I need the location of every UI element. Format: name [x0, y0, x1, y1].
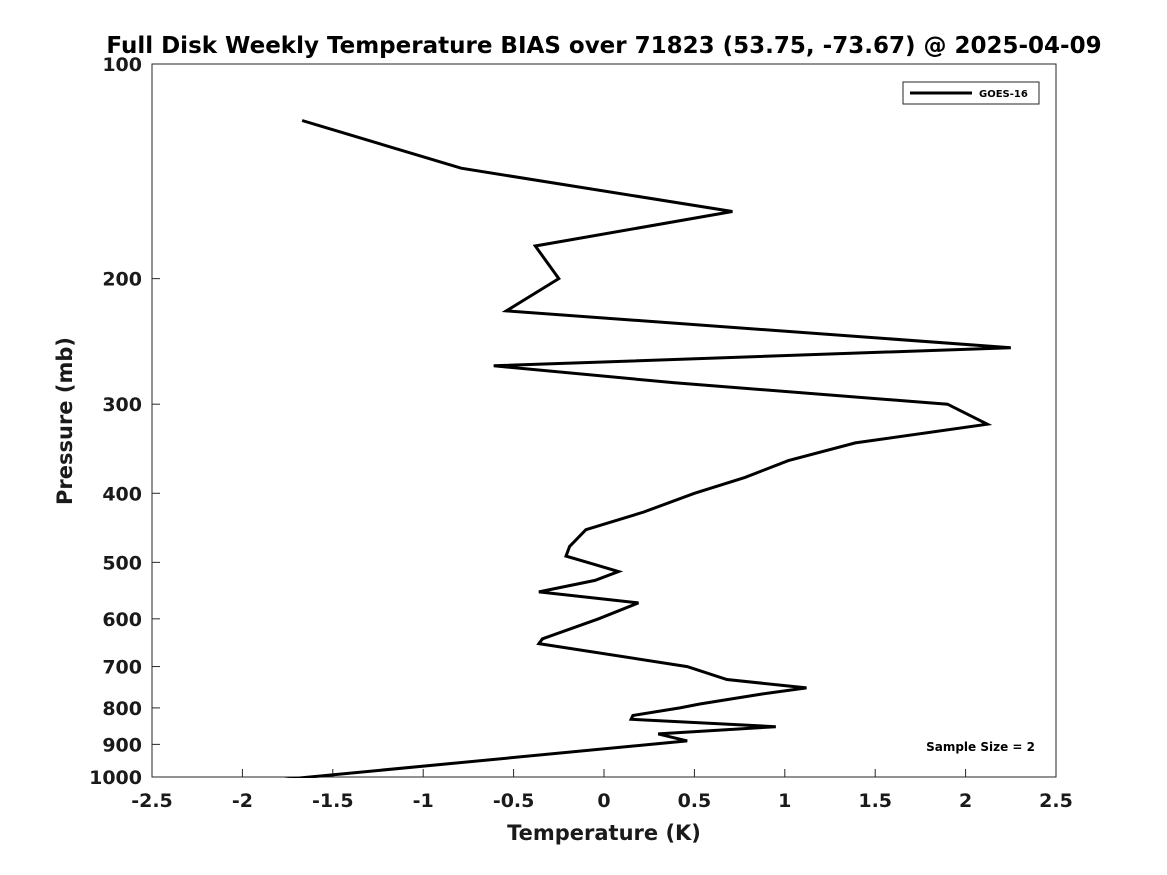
y-tick-label: 400 — [102, 483, 142, 505]
y-tick-label: 100 — [102, 54, 142, 76]
series-layer — [283, 119, 1011, 778]
sample-size-annotation: Sample Size = 2 — [926, 740, 1035, 754]
y-tick-label: 900 — [102, 734, 142, 756]
y-tick-label: 600 — [102, 609, 142, 631]
x-tick-label: -1 — [413, 790, 434, 812]
y-tick-label: 800 — [102, 698, 142, 720]
y-tick-label: 500 — [102, 552, 142, 574]
chart-title: Full Disk Weekly Temperature BIAS over 7… — [106, 33, 1101, 59]
plot-area-frame — [151, 63, 1057, 778]
y-tick-label: 700 — [102, 657, 142, 679]
y-tick-label: 300 — [102, 394, 142, 416]
x-tick-label: 2.5 — [1039, 790, 1073, 812]
x-tick-label: 2 — [959, 790, 972, 812]
x-tick-label: -0.5 — [493, 790, 535, 812]
x-tick-label: -2 — [232, 790, 253, 812]
x-tick-label: 0 — [597, 790, 610, 812]
y-tick-label: 200 — [102, 269, 142, 291]
series-line-goes-16 — [283, 119, 1011, 778]
x-tick-label: 0.5 — [678, 790, 712, 812]
y-tick-label: 1000 — [89, 767, 142, 789]
legend-label-goes-16: GOES-16 — [979, 89, 1028, 100]
x-tick-label: 1 — [778, 790, 791, 812]
y-axis-label: Pressure (mb) — [53, 337, 77, 505]
x-tick-label: 1.5 — [858, 790, 892, 812]
legend: GOES-16 — [902, 81, 1040, 105]
y-axis-ticks: 100 200 300 400 500 600 700 800 900 1000 — [89, 54, 160, 789]
x-axis-ticks: -2.5 -2 -1.5 -1 -0.5 0 0.5 1 1.5 2 2.5 — [131, 769, 1073, 812]
x-axis-label: Temperature (K) — [507, 821, 701, 845]
x-tick-label: -2.5 — [131, 790, 173, 812]
x-tick-label: -1.5 — [312, 790, 354, 812]
